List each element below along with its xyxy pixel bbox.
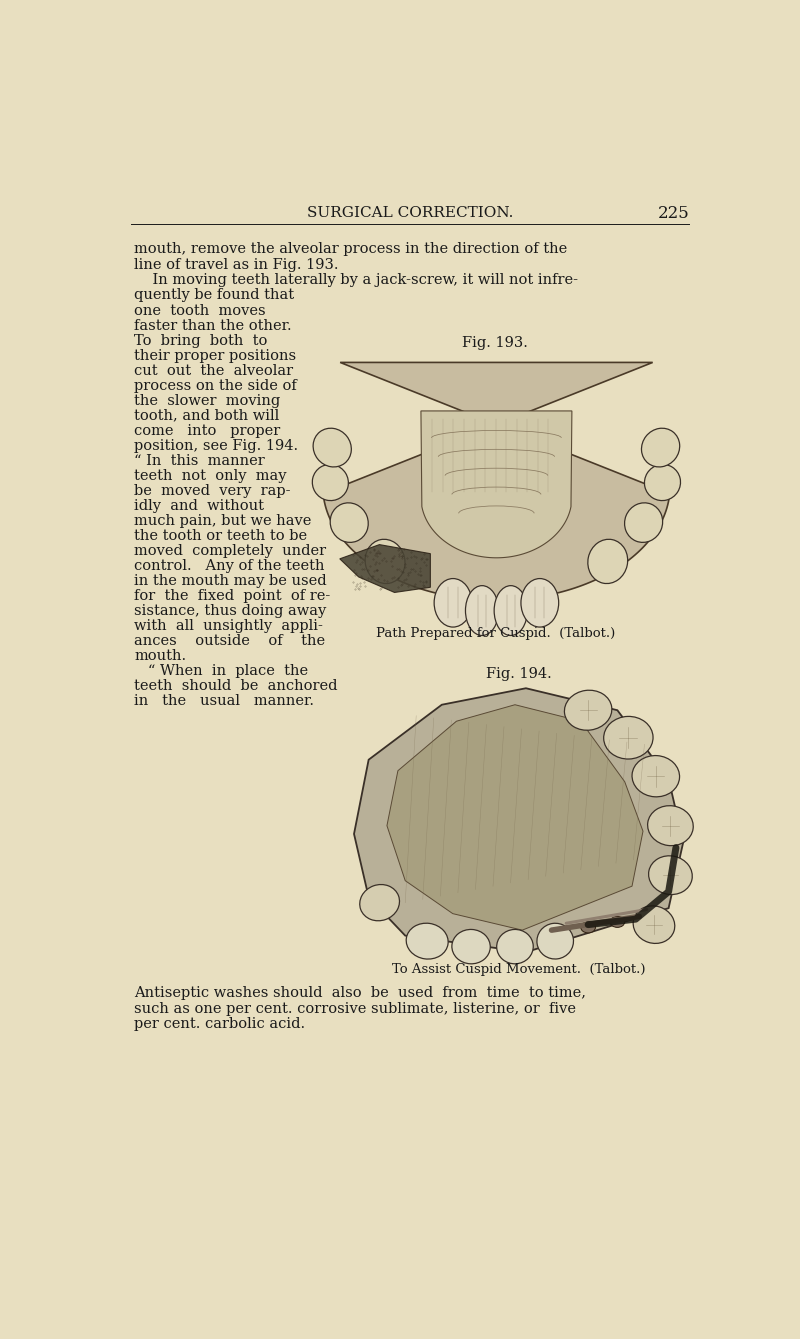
Text: line of travel as in Fig. 193.: line of travel as in Fig. 193. bbox=[134, 257, 338, 272]
Ellipse shape bbox=[313, 428, 351, 467]
Polygon shape bbox=[421, 411, 572, 558]
Text: the  slower  moving: the slower moving bbox=[134, 394, 280, 407]
Text: idly  and  without: idly and without bbox=[134, 498, 264, 513]
Ellipse shape bbox=[537, 924, 574, 959]
Ellipse shape bbox=[610, 916, 625, 928]
Text: ances    outside    of    the: ances outside of the bbox=[134, 633, 326, 648]
Polygon shape bbox=[340, 545, 430, 592]
Text: much pain, but we have: much pain, but we have bbox=[134, 514, 311, 528]
Text: mouth, remove the alveolar process in the direction of the: mouth, remove the alveolar process in th… bbox=[134, 242, 567, 256]
Text: faster than the other.: faster than the other. bbox=[134, 319, 292, 332]
Text: one  tooth  moves: one tooth moves bbox=[134, 304, 266, 317]
Polygon shape bbox=[323, 363, 670, 600]
Text: teeth  not  only  may: teeth not only may bbox=[134, 469, 286, 482]
Ellipse shape bbox=[466, 585, 498, 636]
Text: for  the  fixed  point  of re-: for the fixed point of re- bbox=[134, 589, 330, 603]
Text: cut  out  the  alveolar: cut out the alveolar bbox=[134, 364, 294, 378]
Text: tooth, and both will: tooth, and both will bbox=[134, 408, 279, 423]
Ellipse shape bbox=[625, 503, 662, 542]
Ellipse shape bbox=[360, 885, 399, 921]
Text: mouth.: mouth. bbox=[134, 649, 186, 663]
Ellipse shape bbox=[642, 428, 680, 467]
Text: 225: 225 bbox=[658, 205, 690, 221]
Text: quently be found that: quently be found that bbox=[134, 288, 294, 303]
Text: Antiseptic washes should  also  be  used  from  time  to time,: Antiseptic washes should also be used fr… bbox=[134, 986, 586, 1000]
Ellipse shape bbox=[494, 585, 527, 636]
Ellipse shape bbox=[406, 923, 448, 959]
Ellipse shape bbox=[521, 578, 558, 627]
Ellipse shape bbox=[645, 465, 681, 501]
Text: To Assist Cuspid Movement.  (Talbot.): To Assist Cuspid Movement. (Talbot.) bbox=[392, 963, 646, 976]
Text: control.   Any of the teeth: control. Any of the teeth bbox=[134, 558, 325, 573]
Text: in   the   usual   manner.: in the usual manner. bbox=[134, 694, 314, 708]
Ellipse shape bbox=[588, 540, 628, 584]
Text: be  moved  very  rap-: be moved very rap- bbox=[134, 483, 290, 498]
Text: In moving teeth laterally by a jack-screw, it will not infre-: In moving teeth laterally by a jack-scre… bbox=[134, 273, 578, 287]
Text: moved  completely  under: moved completely under bbox=[134, 544, 326, 558]
Ellipse shape bbox=[452, 929, 490, 964]
Text: with  all  unsightly  appli-: with all unsightly appli- bbox=[134, 619, 323, 633]
Text: Fig. 193.: Fig. 193. bbox=[462, 336, 528, 351]
Text: teeth  should  be  anchored: teeth should be anchored bbox=[134, 679, 338, 692]
Ellipse shape bbox=[581, 921, 595, 933]
Ellipse shape bbox=[497, 929, 534, 964]
Text: the tooth or teeth to be: the tooth or teeth to be bbox=[134, 529, 307, 542]
Ellipse shape bbox=[365, 540, 405, 584]
Text: Path Prepared for Cuspid.  (Talbot.): Path Prepared for Cuspid. (Talbot.) bbox=[376, 627, 615, 640]
Ellipse shape bbox=[565, 690, 612, 730]
Text: process on the side of: process on the side of bbox=[134, 379, 297, 392]
Ellipse shape bbox=[632, 755, 679, 797]
Text: To  bring  both  to: To bring both to bbox=[134, 333, 267, 348]
Ellipse shape bbox=[633, 907, 674, 944]
Ellipse shape bbox=[434, 578, 472, 627]
Ellipse shape bbox=[648, 806, 694, 846]
Ellipse shape bbox=[649, 856, 692, 894]
Polygon shape bbox=[354, 688, 683, 952]
Polygon shape bbox=[387, 704, 643, 931]
Text: their proper positions: their proper positions bbox=[134, 348, 296, 363]
Text: per cent. carbolic acid.: per cent. carbolic acid. bbox=[134, 1016, 306, 1031]
Text: “ In  this  manner: “ In this manner bbox=[134, 454, 265, 467]
Text: SURGICAL CORRECTION.: SURGICAL CORRECTION. bbox=[307, 206, 513, 220]
Text: in the mouth may be used: in the mouth may be used bbox=[134, 574, 326, 588]
Ellipse shape bbox=[604, 716, 653, 759]
Text: come   into   proper: come into proper bbox=[134, 423, 280, 438]
Ellipse shape bbox=[312, 465, 348, 501]
Text: “ When  in  place  the: “ When in place the bbox=[134, 664, 308, 678]
Text: sistance, thus doing away: sistance, thus doing away bbox=[134, 604, 326, 617]
Text: position, see Fig. 194.: position, see Fig. 194. bbox=[134, 439, 298, 453]
Text: such as one per cent. corrosive sublimate, listerine, or  five: such as one per cent. corrosive sublimat… bbox=[134, 1002, 576, 1015]
Text: Fig. 194.: Fig. 194. bbox=[486, 667, 551, 682]
Ellipse shape bbox=[330, 503, 368, 542]
